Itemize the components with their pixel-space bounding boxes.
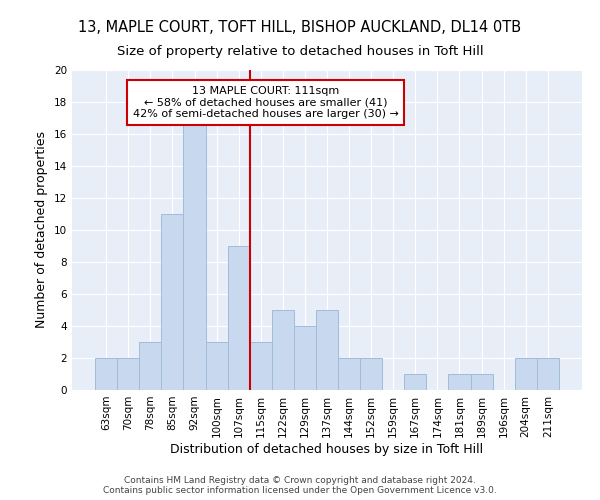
Bar	[139, 342, 161, 390]
Bar	[537, 358, 559, 390]
X-axis label: Distribution of detached houses by size in Toft Hill: Distribution of detached houses by size …	[170, 442, 484, 456]
Bar	[117, 358, 139, 390]
Bar	[250, 342, 272, 390]
Bar	[294, 326, 316, 390]
Bar	[360, 358, 382, 390]
Text: 13, MAPLE COURT, TOFT HILL, BISHOP AUCKLAND, DL14 0TB: 13, MAPLE COURT, TOFT HILL, BISHOP AUCKL…	[79, 20, 521, 35]
Bar	[515, 358, 537, 390]
Bar	[95, 358, 117, 390]
Bar	[227, 246, 250, 390]
Bar	[272, 310, 294, 390]
Text: 13 MAPLE COURT: 111sqm
← 58% of detached houses are smaller (41)
42% of semi-det: 13 MAPLE COURT: 111sqm ← 58% of detached…	[133, 86, 399, 119]
Bar	[470, 374, 493, 390]
Bar	[404, 374, 427, 390]
Bar	[184, 118, 206, 390]
Bar	[316, 310, 338, 390]
Bar	[448, 374, 470, 390]
Bar	[161, 214, 184, 390]
Bar	[338, 358, 360, 390]
Bar	[206, 342, 227, 390]
Text: Contains HM Land Registry data © Crown copyright and database right 2024.
Contai: Contains HM Land Registry data © Crown c…	[103, 476, 497, 495]
Text: Size of property relative to detached houses in Toft Hill: Size of property relative to detached ho…	[116, 45, 484, 58]
Y-axis label: Number of detached properties: Number of detached properties	[35, 132, 49, 328]
